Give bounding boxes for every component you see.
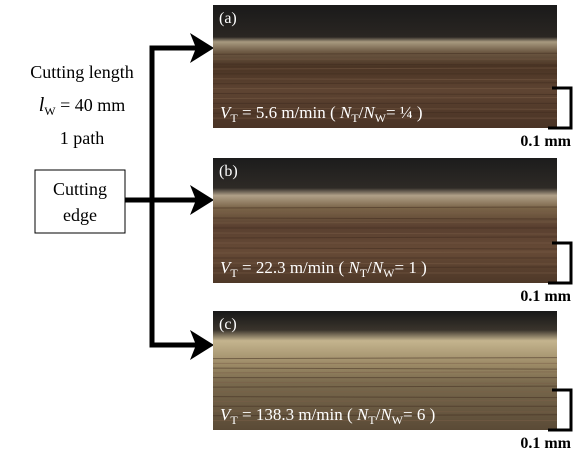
caption-part: = 138.3 m/min (: [238, 405, 357, 424]
scale-label: 0.1 mm: [520, 133, 571, 150]
page: {"left": {"cutting_length": "Cutting len…: [0, 0, 575, 456]
panel: (a) VT = 5.6 m/min ( NT/NW= ¼ ) 0.1 mm: [213, 5, 572, 150]
caption-part: = ¼ ): [386, 103, 423, 122]
caption-part: = 1 ): [394, 258, 426, 277]
caption-part: W: [392, 413, 404, 427]
cutting-length: Cutting length: [30, 62, 134, 82]
panel: (c) VT = 138.3 m/min ( NT/NW= 6 ) 0.1 mm: [213, 311, 572, 452]
lw-value: = 40 mm: [56, 95, 126, 115]
arrow-heads: [190, 33, 214, 360]
panel-label: (a): [219, 10, 237, 27]
caption-part: = 22.3 m/min (: [238, 258, 349, 277]
panel: (b) VT = 22.3 m/min ( NT/NW= 1 ) 0.1 mm: [213, 158, 572, 305]
caption-part: W: [383, 266, 395, 280]
figure: Cutting length lW = 40 mm 1 path Cutting…: [0, 0, 575, 456]
lw-label: lW = 40 mm: [39, 94, 126, 118]
path-count: 1 path: [60, 128, 105, 148]
panel-label: (b): [219, 163, 238, 180]
panel-label: (c): [219, 316, 237, 333]
caption-part: = 6 ): [403, 405, 435, 424]
panels: (a) VT = 5.6 m/min ( NT/NW= ¼ ) 0.1 mm (b) V…: [213, 5, 572, 452]
edge-box-line1: Cutting: [53, 179, 107, 199]
edge-box-line2: edge: [63, 205, 97, 225]
lw-subscript: W: [44, 104, 56, 118]
arrow-lines: [125, 48, 196, 345]
caption: VT = 22.3 m/min ( NT/NW= 1 ): [220, 258, 427, 280]
caption-part: W: [375, 111, 387, 125]
scale-label: 0.1 mm: [520, 435, 571, 452]
caption-part: = 5.6 m/min (: [238, 103, 340, 122]
scale-label: 0.1 mm: [520, 288, 571, 305]
caption: VT = 5.6 m/min ( NT/NW= ¼ ): [220, 103, 422, 125]
caption: VT = 138.3 m/min ( NT/NW= 6 ): [220, 405, 435, 427]
